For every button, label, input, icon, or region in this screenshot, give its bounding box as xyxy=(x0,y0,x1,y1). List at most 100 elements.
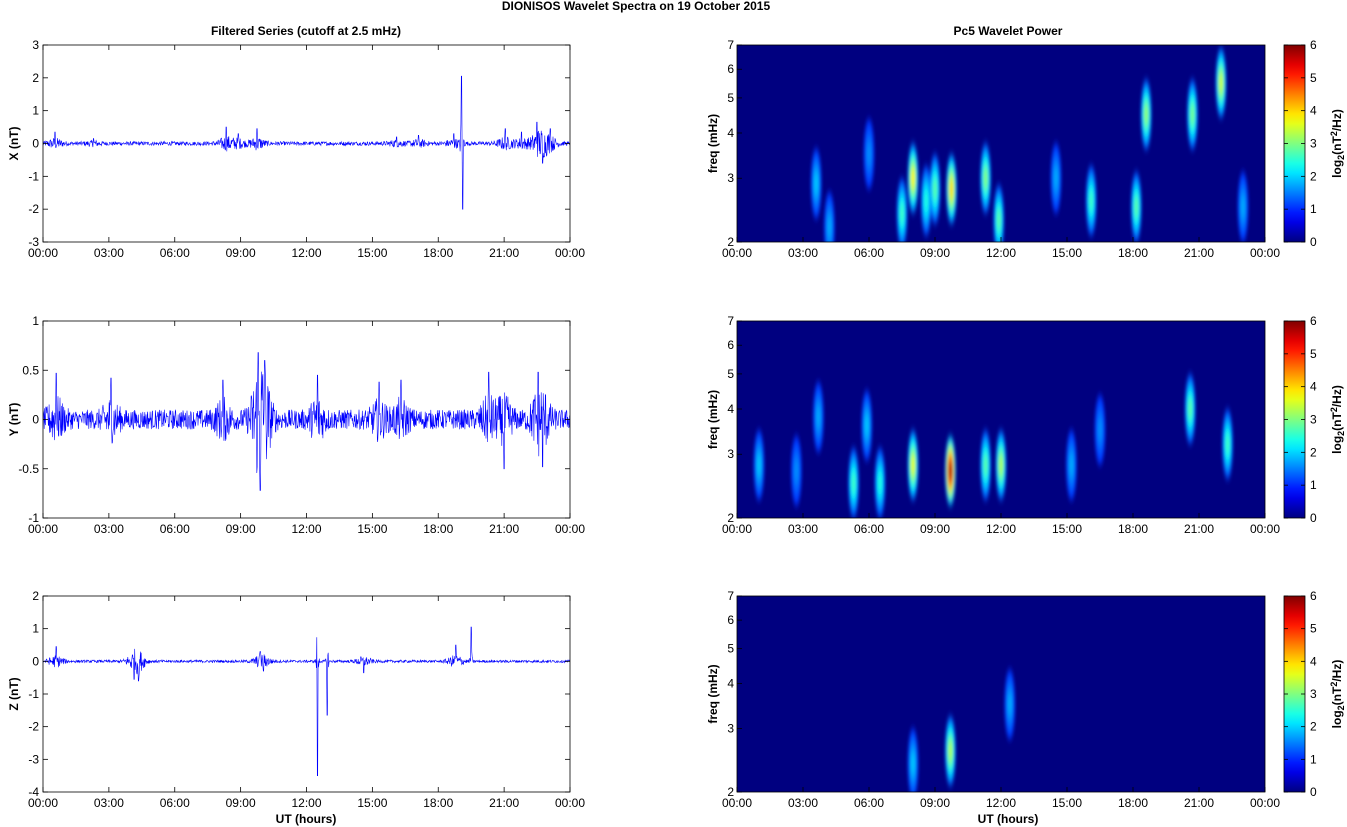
xtick-label: 00:00 xyxy=(28,246,58,260)
xtick-label: 03:00 xyxy=(788,522,818,536)
right-column-title: Pc5 Wavelet Power xyxy=(954,24,1063,38)
power-feature xyxy=(1098,419,1102,440)
xtick-label: 00:00 xyxy=(555,246,585,260)
ytick-label: 3 xyxy=(727,171,734,185)
xtick-label: 09:00 xyxy=(226,522,256,536)
xtick-label: 00:00 xyxy=(1250,522,1280,536)
xtick-label: 09:00 xyxy=(226,246,256,260)
ytick-label: 3 xyxy=(727,447,734,461)
series-trace-z xyxy=(43,626,570,776)
colorbar-tick-label: 4 xyxy=(1310,380,1317,394)
xtick-label: 12:00 xyxy=(291,246,321,260)
xtick-label: 15:00 xyxy=(357,522,387,536)
ytick-label: 2 xyxy=(727,235,734,249)
colorbar-label-part: (nT xyxy=(1330,136,1344,155)
ytick-label: 1 xyxy=(32,622,39,636)
colorbar-tick-label: 2 xyxy=(1310,445,1317,459)
power-feature xyxy=(1008,694,1012,715)
colorbar-tick-label: 4 xyxy=(1310,654,1317,668)
colorbar-label-part: log xyxy=(1330,160,1344,178)
xtick-label: 21:00 xyxy=(1184,246,1214,260)
xtick-label: 00:00 xyxy=(722,796,752,810)
colorbar-tick-label: 6 xyxy=(1310,314,1317,328)
colorbar-label-part: /Hz) xyxy=(1330,660,1344,682)
xtick-label: 09:00 xyxy=(226,796,256,810)
power-feature xyxy=(911,168,915,189)
ytick-label: 7 xyxy=(727,314,734,328)
power-feature xyxy=(911,455,915,476)
xtick-label: 21:00 xyxy=(1184,796,1214,810)
spectrum-power-blobs xyxy=(810,47,1249,242)
ytick-label: -1 xyxy=(28,511,39,525)
ytick-label: 3 xyxy=(727,722,734,736)
xtick-label: 00:00 xyxy=(555,522,585,536)
xtick-label: 06:00 xyxy=(854,796,884,810)
ytick-label: 6 xyxy=(727,338,734,352)
colorbar-label-part: 2 xyxy=(1329,131,1339,136)
colorbar-tick-label: 0 xyxy=(1310,235,1317,249)
power-feature xyxy=(814,173,818,194)
power-feature xyxy=(948,460,953,481)
power-feature xyxy=(900,203,904,224)
power-feature xyxy=(1069,455,1074,476)
xtick-label: 00:00 xyxy=(722,522,752,536)
xtick-label: 18:00 xyxy=(1118,522,1148,536)
power-feature xyxy=(1190,104,1195,125)
ytick-label: 1 xyxy=(32,314,39,328)
ytick-label: 6 xyxy=(727,62,734,76)
colorbar-tick-label: 5 xyxy=(1310,71,1317,85)
colorbar-label-part: log xyxy=(1330,710,1344,728)
ytick-label: -3 xyxy=(28,235,39,249)
ytick-label: 2 xyxy=(32,71,39,85)
xtick-label: 21:00 xyxy=(489,246,519,260)
xtick-label: 15:00 xyxy=(357,246,387,260)
colorbar-tick-label: 6 xyxy=(1310,589,1317,603)
spectrum-ylabel: freq (mHz) xyxy=(706,114,720,173)
colorbar-tick-label: 0 xyxy=(1310,785,1317,799)
right-xlabel: UT (hours) xyxy=(978,812,1039,826)
power-feature xyxy=(911,753,915,774)
power-feature xyxy=(851,472,856,493)
xtick-label: 03:00 xyxy=(94,522,124,536)
power-feature xyxy=(1225,434,1230,455)
xtick-label: 03:00 xyxy=(788,796,818,810)
xtick-label: 00:00 xyxy=(28,522,58,536)
xtick-label: 21:00 xyxy=(489,796,519,810)
power-feature xyxy=(924,190,928,211)
power-feature xyxy=(1134,196,1139,217)
power-feature xyxy=(865,415,869,436)
ytick-label: 1 xyxy=(32,104,39,118)
ytick-label: 4 xyxy=(727,126,734,140)
power-feature xyxy=(1188,399,1192,420)
power-feature xyxy=(1219,72,1223,93)
colorbar-label-part: /Hz) xyxy=(1330,109,1344,131)
ytick-label: -1 xyxy=(28,687,39,701)
colorbar-label: log2(nT2/Hz) xyxy=(1329,660,1346,729)
xtick-label: 00:00 xyxy=(28,796,58,810)
xtick-label: 18:00 xyxy=(423,246,453,260)
colorbar-tick-label: 1 xyxy=(1310,478,1317,492)
ytick-label: 2 xyxy=(727,785,734,799)
series-trace-x xyxy=(43,75,570,210)
xtick-label: 03:00 xyxy=(94,246,124,260)
spectrum-power-blobs xyxy=(907,669,1016,792)
left-column-title: Filtered Series (cutoff at 2.5 mHz) xyxy=(211,24,401,38)
power-feature xyxy=(827,217,832,238)
spectrum-panel-z: 2 3 4 5 6 7 00:00 03:00 06:00 09:00 12:00 15:00 18:0… xyxy=(706,589,1346,810)
colorbar-tick-label: 3 xyxy=(1310,137,1317,151)
series-panel-x: -3 -2 -1 0 1 2 3 00:00 03:00 06:00 09:00 12:00 15:00… xyxy=(7,38,585,260)
power-feature xyxy=(816,407,821,428)
xtick-label: 06:00 xyxy=(854,246,884,260)
colorbar-tick-label: 2 xyxy=(1310,169,1317,183)
colorbar-label: log2(nT2/Hz) xyxy=(1329,109,1346,178)
spectrum-background xyxy=(737,596,1265,792)
ytick-label: 0 xyxy=(32,413,39,427)
xtick-label: 18:00 xyxy=(423,796,453,810)
xtick-label: 21:00 xyxy=(489,522,519,536)
power-feature xyxy=(878,472,882,493)
xtick-label: 18:00 xyxy=(1118,246,1148,260)
spectrum-power-blobs xyxy=(753,374,1233,518)
